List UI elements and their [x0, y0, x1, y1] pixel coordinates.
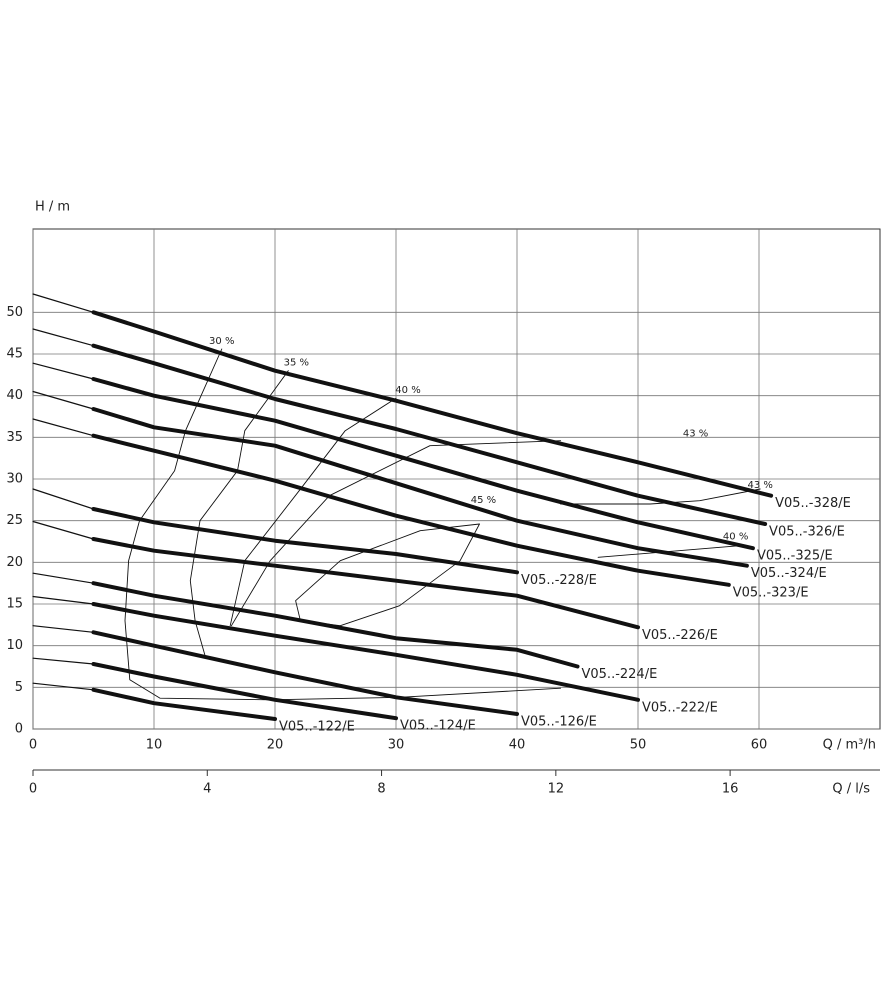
x2-tick-label: 4	[203, 782, 211, 797]
x2-tick-label: 8	[377, 782, 385, 797]
pump-curve	[91, 537, 640, 630]
efficiency-label: 43 %	[748, 480, 773, 491]
pump-curve	[91, 377, 755, 551]
pump-curve	[91, 630, 519, 716]
pump-curve-start	[32, 572, 95, 584]
pump-curve-start	[32, 418, 95, 437]
curve-label: V05..-224/E	[582, 667, 658, 682]
pump-curve-start	[32, 328, 95, 347]
y-tick-label: 30	[6, 472, 23, 487]
x-tick-label: 10	[146, 738, 163, 753]
pump-curve-start	[32, 390, 95, 410]
curve-label: V05..-126/E	[521, 715, 597, 730]
pump-curve	[91, 507, 519, 575]
y-tick-label: 25	[6, 513, 23, 528]
x-tick-label: 30	[388, 738, 405, 753]
y-tick-label: 35	[6, 430, 23, 445]
pump-curve-start	[32, 657, 95, 665]
pump-curve-start	[32, 520, 95, 540]
pump-curve	[91, 602, 640, 702]
x-tick-label: 60	[751, 738, 768, 753]
y-tick-label: 45	[6, 347, 23, 362]
efficiency-label: 40 %	[723, 532, 748, 543]
pump-curve	[91, 343, 768, 526]
efficiency-label: 30 %	[209, 336, 234, 347]
pump-curve-start	[32, 362, 95, 380]
y-tick-label: 40	[6, 388, 23, 403]
pump-curve-start	[32, 595, 95, 605]
curve-label: V05..-325/E	[757, 549, 833, 564]
x-tick-label: 50	[630, 738, 647, 753]
pump-curve	[91, 687, 277, 721]
curve-label: V05..-326/E	[769, 525, 845, 540]
pump-curve	[91, 310, 774, 498]
pump-curve	[91, 433, 731, 587]
pump-curve	[91, 407, 749, 568]
pump-curve-start	[32, 682, 95, 691]
curve-label: V05..-323/E	[733, 585, 809, 600]
x2-axis-label: Q / l/s	[832, 782, 870, 797]
efficiency-label: 35 %	[284, 358, 309, 369]
y-tick-label: 10	[6, 638, 23, 653]
x-axis-label: Q / m³/h	[823, 738, 876, 753]
efficiency-label: 40 %	[395, 385, 420, 396]
y-tick-label: 20	[6, 555, 23, 570]
curve-label: V05..-122/E	[279, 720, 355, 735]
curve-label: V05..-228/E	[521, 573, 597, 588]
x-tick-label: 20	[267, 738, 284, 753]
y-axis-label: H / m	[35, 200, 70, 215]
x2-tick-label: 0	[29, 782, 37, 797]
y-tick-label: 15	[6, 597, 23, 612]
curve-label: V05..-222/E	[642, 700, 718, 715]
y-tick-label: 50	[6, 305, 23, 320]
x-tick-label: 0	[29, 738, 37, 753]
efficiency-curve	[295, 523, 480, 627]
efficiency-label: 43 %	[683, 429, 708, 440]
curve-label: V05..-124/E	[400, 719, 476, 734]
y-tick-label: 0	[15, 722, 23, 737]
pump-curve-start	[32, 488, 95, 510]
curve-label: V05..-328/E	[775, 496, 851, 511]
pump-curve-start	[32, 625, 95, 633]
x2-tick-label: 12	[548, 782, 565, 797]
pump-curve-start	[32, 293, 95, 313]
curve-label: V05..-324/E	[751, 566, 827, 581]
efficiency-label: 45 %	[471, 495, 496, 506]
x2-tick-label: 16	[722, 782, 739, 797]
curve-label: V05..-226/E	[642, 628, 718, 643]
pump-curve	[91, 662, 398, 721]
y-tick-label: 5	[15, 680, 23, 695]
pump-curve	[91, 581, 580, 669]
x-tick-label: 40	[509, 738, 526, 753]
